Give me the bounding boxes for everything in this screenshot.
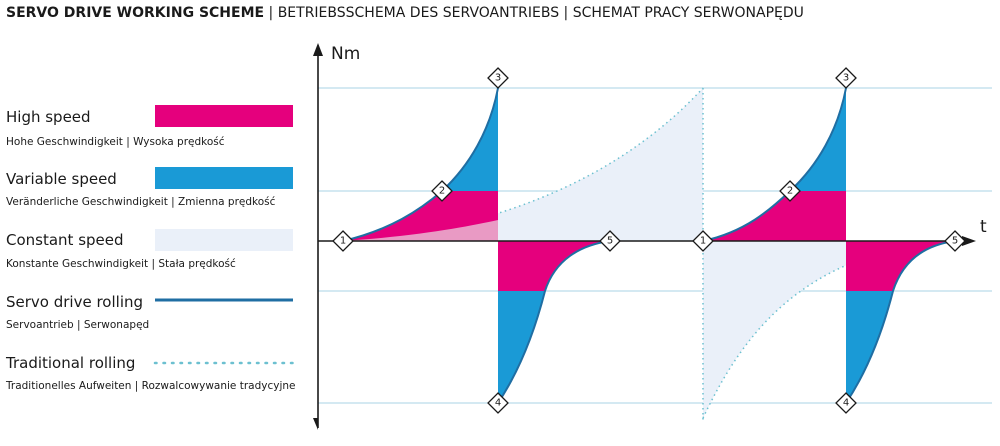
legend-sublabel: Servoantrieb | Serwonapęd bbox=[6, 319, 149, 331]
node-diamond bbox=[599, 230, 621, 252]
variable-area bbox=[790, 88, 846, 191]
variable-area bbox=[442, 88, 498, 191]
node-diamond bbox=[431, 180, 453, 202]
node: 2 bbox=[431, 180, 453, 202]
node: 5 bbox=[944, 230, 966, 252]
legend-label: Traditional rolling bbox=[5, 354, 135, 372]
y-arrow bbox=[313, 43, 323, 56]
legend-label: Servo drive rolling bbox=[6, 293, 143, 311]
x-label: t bbox=[980, 217, 987, 237]
node-label: 4 bbox=[495, 398, 501, 409]
legend-sublabel: Veränderliche Geschwindigkeit | Zmienna … bbox=[6, 196, 276, 208]
title-rest: | BETRIEBSSCHEMA DES SERVOANTRIEBS | SCH… bbox=[264, 5, 804, 21]
node-diamond bbox=[332, 230, 354, 252]
legend-swatch bbox=[155, 229, 293, 251]
x-arrow bbox=[962, 236, 976, 246]
high-area bbox=[846, 241, 955, 291]
legend: High speed Hohe Geschwindigkeit | Wysoka… bbox=[5, 105, 296, 392]
title-bold: SERVO DRIVE WORKING SCHEME bbox=[6, 5, 264, 21]
node-diamond bbox=[692, 230, 714, 252]
high-area bbox=[498, 241, 610, 291]
legend-swatch bbox=[155, 105, 293, 127]
y-label: Nm bbox=[331, 44, 360, 64]
legend-label: High speed bbox=[6, 108, 91, 126]
constant-area bbox=[703, 241, 955, 418]
node-label: 1 bbox=[700, 236, 706, 247]
variable-area bbox=[498, 291, 545, 403]
node: 4 bbox=[487, 392, 509, 414]
legend-swatch bbox=[155, 167, 293, 189]
legend-label: Variable speed bbox=[6, 170, 117, 188]
node-diamond bbox=[835, 67, 857, 89]
node: 3 bbox=[835, 67, 857, 89]
node-diamond bbox=[779, 180, 801, 202]
title: SERVO DRIVE WORKING SCHEME | BETRIEBSSCH… bbox=[6, 5, 804, 21]
node-diamond bbox=[487, 67, 509, 89]
node-label: 2 bbox=[787, 186, 793, 197]
legend-sublabel: Konstante Geschwindigkeit | Stała prędko… bbox=[6, 258, 236, 270]
legend-sublabel: Traditionelles Aufweiten | Rozwalcowywan… bbox=[5, 380, 296, 392]
node: 1 bbox=[692, 230, 714, 252]
node-label: 5 bbox=[607, 236, 613, 247]
node-label: 3 bbox=[495, 73, 501, 84]
legend-sublabel: Hohe Geschwindigkeit | Wysoka prędkość bbox=[6, 136, 225, 148]
node: 4 bbox=[835, 392, 857, 414]
nodes: 1 2 3 4 5 1 2 3 4 5 bbox=[332, 67, 966, 414]
high-area bbox=[703, 191, 846, 241]
node-label: 2 bbox=[439, 186, 445, 197]
node-label: 3 bbox=[843, 73, 849, 84]
legend-label: Constant speed bbox=[6, 231, 124, 249]
constant-area bbox=[343, 88, 703, 241]
node: 1 bbox=[332, 230, 354, 252]
node-diamond bbox=[944, 230, 966, 252]
node: 3 bbox=[487, 67, 509, 89]
grid bbox=[318, 87, 992, 404]
node-label: 1 bbox=[340, 236, 346, 247]
node-label: 5 bbox=[952, 236, 958, 247]
node-diamond bbox=[487, 392, 509, 414]
axes bbox=[317, 46, 973, 428]
variable-area bbox=[846, 291, 893, 403]
y-arrow bbox=[313, 418, 323, 430]
node-label: 4 bbox=[843, 398, 849, 409]
node: 5 bbox=[599, 230, 621, 252]
constant-overlay bbox=[343, 220, 498, 241]
node-diamond bbox=[835, 392, 857, 414]
node: 2 bbox=[779, 180, 801, 202]
